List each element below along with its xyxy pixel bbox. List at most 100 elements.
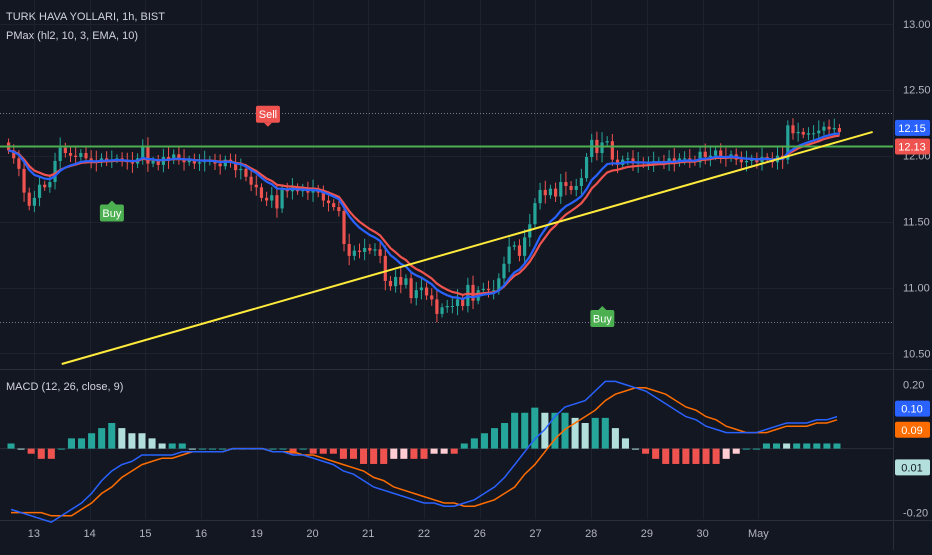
macd-histogram-bar xyxy=(460,443,468,449)
buy-signal-box xyxy=(590,309,615,327)
candle-body xyxy=(301,189,305,192)
candle-body xyxy=(708,155,713,157)
candle-body xyxy=(337,207,341,212)
macd-value-badge-text: 0.10 xyxy=(901,404,922,416)
macd-histogram-bar xyxy=(168,443,176,449)
candle-body xyxy=(306,189,310,193)
macd-histogram-bar xyxy=(269,448,277,450)
trendline-layer[interactable] xyxy=(61,130,873,365)
candle-body xyxy=(89,158,93,161)
macd-histogram-bar xyxy=(611,428,619,449)
macd-histogram-bar xyxy=(511,412,519,449)
macd-histogram-bar xyxy=(662,448,670,464)
candle-body xyxy=(146,146,150,164)
macd-histogram-bar xyxy=(329,448,337,454)
candle-body xyxy=(285,189,289,192)
macd-histogram-bar xyxy=(178,443,186,449)
candle-body xyxy=(507,246,511,264)
candle-body xyxy=(584,156,589,179)
macd-histogram-bar xyxy=(208,448,217,450)
macd-histogram-bar xyxy=(370,448,378,464)
macd-histogram-bar xyxy=(309,448,317,454)
candle-body xyxy=(79,153,83,157)
macd-tick-label: 0.20 xyxy=(903,380,924,392)
candle-body xyxy=(311,189,315,193)
candle-body xyxy=(605,141,609,143)
macd-histogram-bar xyxy=(339,448,347,459)
candle-body xyxy=(435,299,439,314)
macd-histogram-bar xyxy=(551,412,559,449)
candle-body xyxy=(321,192,325,201)
candle-body xyxy=(440,307,444,314)
candle-body xyxy=(187,159,191,163)
macd-histogram-bar xyxy=(299,448,307,450)
candle-body xyxy=(357,250,362,252)
macd-histogram-bar xyxy=(410,448,418,459)
macd-histogram-bar xyxy=(631,448,640,450)
macd-histogram-bar xyxy=(833,443,841,449)
candle-body xyxy=(486,288,491,291)
candle-body xyxy=(388,280,393,287)
time-tick-label: May xyxy=(748,528,769,540)
buy-signal-label: Buy xyxy=(102,208,121,220)
candle-body xyxy=(672,158,676,163)
candle-body xyxy=(249,176,253,185)
candle-body xyxy=(130,162,135,164)
candle-body xyxy=(394,276,398,287)
candle-body xyxy=(502,263,506,279)
macd-histogram-bar xyxy=(188,448,196,450)
candle-body xyxy=(373,249,377,251)
macd-histogram-bar xyxy=(17,448,25,450)
macd-histogram-bar xyxy=(400,448,408,459)
macd-histogram-bar xyxy=(279,448,287,450)
macd-histogram-bar xyxy=(420,448,428,459)
candle-body xyxy=(368,247,372,251)
macd-histogram-bar xyxy=(27,448,35,454)
candle-body xyxy=(827,126,831,130)
price-badge-text: 12.13 xyxy=(898,142,926,154)
macd-histogram-bar xyxy=(742,448,750,450)
candle-body xyxy=(719,150,723,157)
trendline xyxy=(61,130,873,365)
candle-body xyxy=(234,162,238,171)
candle-body xyxy=(254,184,258,188)
axes-layer: 13.0012.5012.0011.5011.0010.500.20-0.201… xyxy=(28,19,931,540)
macd-histogram-bar xyxy=(57,448,65,450)
macd-histogram-bar xyxy=(803,443,811,449)
candle-body xyxy=(631,158,635,164)
candle-body xyxy=(744,160,749,163)
candle-body xyxy=(832,127,836,130)
time-tick-label: 21 xyxy=(362,528,374,540)
macd-histogram-bar xyxy=(571,417,579,449)
time-tick-label: 28 xyxy=(585,528,597,540)
macd-histogram-bar xyxy=(450,448,458,454)
price-tick-label: 11.00 xyxy=(903,283,930,295)
macd-histogram-bar xyxy=(783,443,791,449)
candle-body xyxy=(812,133,816,135)
macd-histogram-bar xyxy=(773,443,781,449)
pmax-indicator-label: PMax (hl2, 10, 3, EMA, 10) xyxy=(6,30,139,42)
candle-body xyxy=(626,158,630,160)
time-tick-label: 26 xyxy=(474,528,486,540)
moving-average-layer xyxy=(8,132,840,301)
candle-body xyxy=(574,186,578,190)
candle-body xyxy=(156,160,160,165)
candle-body xyxy=(419,287,424,291)
macd-histogram-bar xyxy=(319,448,327,454)
candle-body xyxy=(786,125,790,160)
candle-body xyxy=(590,139,594,157)
candle-body xyxy=(548,188,553,196)
macd-histogram-bar xyxy=(158,443,166,449)
macd-tick-label: -0.20 xyxy=(903,508,928,520)
time-tick-label: 19 xyxy=(251,528,263,540)
macd-histogram-bar xyxy=(390,448,398,459)
time-tick-label: 15 xyxy=(139,528,151,540)
macd-histogram-bar xyxy=(490,428,499,449)
macd-histogram-bar xyxy=(712,448,720,464)
macd-layer xyxy=(0,380,893,524)
candle-body xyxy=(192,159,196,164)
macd-histogram-bar xyxy=(148,438,156,449)
